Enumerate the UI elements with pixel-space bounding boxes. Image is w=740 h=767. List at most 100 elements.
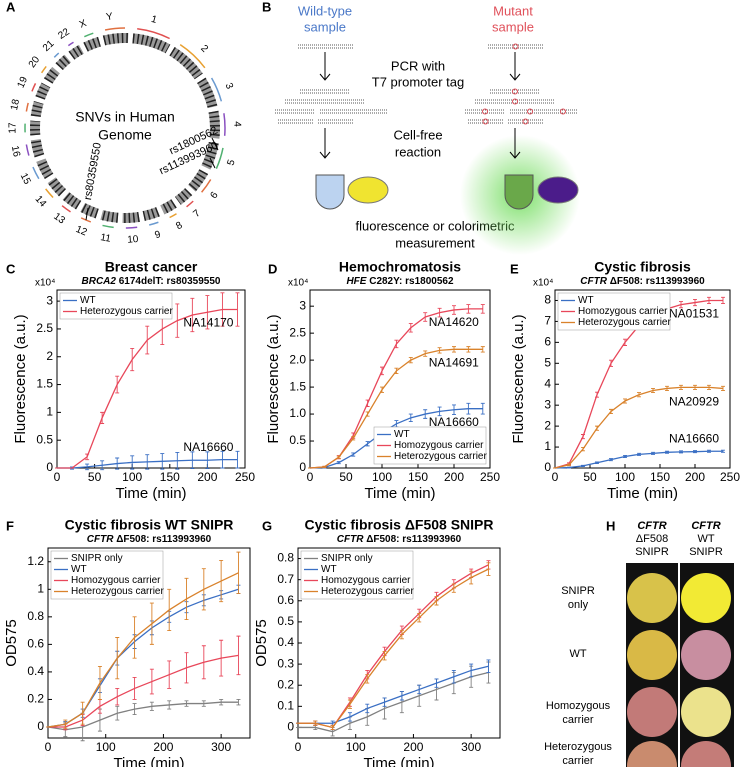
error-bar: [236, 551, 241, 594]
y-tick-label: 0: [299, 460, 306, 474]
error-bar: [437, 406, 442, 417]
chart-subtitle: CFTR ΔF508: rs113993960: [580, 276, 705, 287]
chromosome-band: [100, 210, 119, 223]
x-tick-label: 300: [461, 740, 481, 754]
y-tick-label: 0: [287, 720, 294, 734]
mutation: [527, 108, 533, 115]
series-label: NA16660: [183, 440, 233, 454]
error-bar: [236, 698, 241, 706]
error-bar: [347, 699, 352, 709]
error-bar: [721, 449, 725, 453]
error-bar: [97, 665, 102, 700]
chromosome-band: [132, 33, 171, 54]
chromosome-label: 22: [56, 26, 72, 42]
x-tick-label: 250: [720, 470, 740, 484]
error-bar: [351, 436, 356, 441]
y-tick-label: 0.1: [277, 699, 294, 713]
chromosome-ring: [40, 65, 47, 74]
error-bar: [623, 338, 627, 346]
error-bar: [184, 700, 189, 707]
chromosome-ring: [104, 27, 126, 31]
y-tick-label: 2: [46, 349, 53, 363]
x-tick-label: 100: [372, 470, 392, 484]
error-bar: [115, 687, 120, 706]
y-tick-label: 5: [544, 355, 551, 369]
x-tick-label: 0: [552, 470, 559, 484]
chromosome-band: [188, 169, 209, 192]
chromosome-ring: [179, 43, 206, 69]
mutation: [482, 118, 489, 125]
error-bar: [190, 297, 195, 333]
row-label: Heterozygous: [544, 741, 612, 753]
error-bar: [365, 441, 370, 447]
x-tick-label: 250: [235, 470, 255, 484]
chromosome: [142, 207, 160, 221]
y-tick-label: 0.2: [27, 692, 44, 706]
error-bar: [595, 425, 599, 431]
legend-entry: SNIPR only: [321, 553, 373, 564]
plot-frame: [47, 547, 251, 739]
error-bar: [707, 449, 711, 453]
chromosome-ring: [53, 52, 60, 58]
plot-frame: [309, 289, 491, 469]
error-bar: [486, 659, 491, 674]
error-bar: [679, 384, 683, 390]
x-tick-label: 150: [650, 470, 670, 484]
chromosome-label: 1: [150, 14, 159, 26]
error-bar: [423, 409, 428, 419]
error-bar: [351, 452, 356, 457]
error-bar: [434, 596, 439, 606]
chromosome-label: 19: [16, 75, 31, 90]
y-tick-label: 2.0: [289, 352, 306, 366]
y-tick-label: 2.5: [289, 325, 306, 339]
y-tick-label: 0.3: [277, 656, 294, 670]
circle-title: SNVs in Human: [75, 109, 175, 125]
series-label: NA14691: [429, 356, 479, 370]
axis-multiplier: x10⁴: [288, 278, 308, 289]
chromosome-ring: [210, 77, 223, 102]
error-bar: [236, 635, 241, 676]
y-tick-label: 8: [544, 293, 551, 307]
row-label: Homozygous: [546, 700, 611, 712]
error-bar: [609, 458, 613, 462]
y-tick-label: 0: [544, 460, 551, 474]
y-tick-label: 2.5: [36, 321, 53, 335]
y-tick-label: 0.5: [277, 614, 294, 628]
error-bar: [365, 399, 370, 407]
axis-multiplier: x10⁴: [533, 278, 553, 289]
chromosome-label: 18: [9, 98, 22, 112]
legend-entry: WT: [80, 295, 96, 306]
axis-multiplier: x10⁴: [35, 278, 55, 289]
y-tick-label: 7: [544, 314, 551, 328]
chromosome-label: 9: [154, 229, 163, 241]
legend-entry: Heterozygous carrier: [321, 586, 414, 597]
series-label: NA16660: [669, 431, 719, 445]
y-tick-label: 0.7: [277, 572, 294, 586]
error-bar: [235, 292, 240, 327]
error-bar: [637, 452, 641, 456]
error-bar: [220, 450, 225, 469]
y-tick-label: 0.5: [36, 432, 53, 446]
chromosome-ring: [223, 113, 226, 136]
series-line: [48, 654, 239, 728]
error-bar: [336, 455, 341, 459]
row-label: SNIPR: [561, 585, 595, 597]
error-bar: [205, 451, 210, 470]
chromosome-label: 8: [174, 220, 185, 233]
circle-title: Genome: [98, 127, 152, 143]
chart-title: Cystic fibrosis ΔF508 SNIPR: [304, 517, 493, 533]
chromosome-ring: [32, 166, 40, 180]
error-bar: [85, 463, 90, 471]
x-tick-label: 150: [408, 470, 428, 484]
y-tick-label: 0.2: [277, 677, 294, 691]
panel-label: E: [510, 261, 519, 276]
mutant-sample: Mutant: [493, 3, 533, 18]
step-text: Cell-free: [393, 127, 442, 142]
mutation: [522, 118, 529, 125]
error-bar: [100, 411, 105, 424]
x-tick-label: 200: [444, 470, 464, 484]
x-axis-label: Time (min): [607, 485, 678, 502]
error-bar: [347, 712, 352, 722]
error-bar: [707, 296, 711, 305]
error-bar: [417, 684, 422, 695]
